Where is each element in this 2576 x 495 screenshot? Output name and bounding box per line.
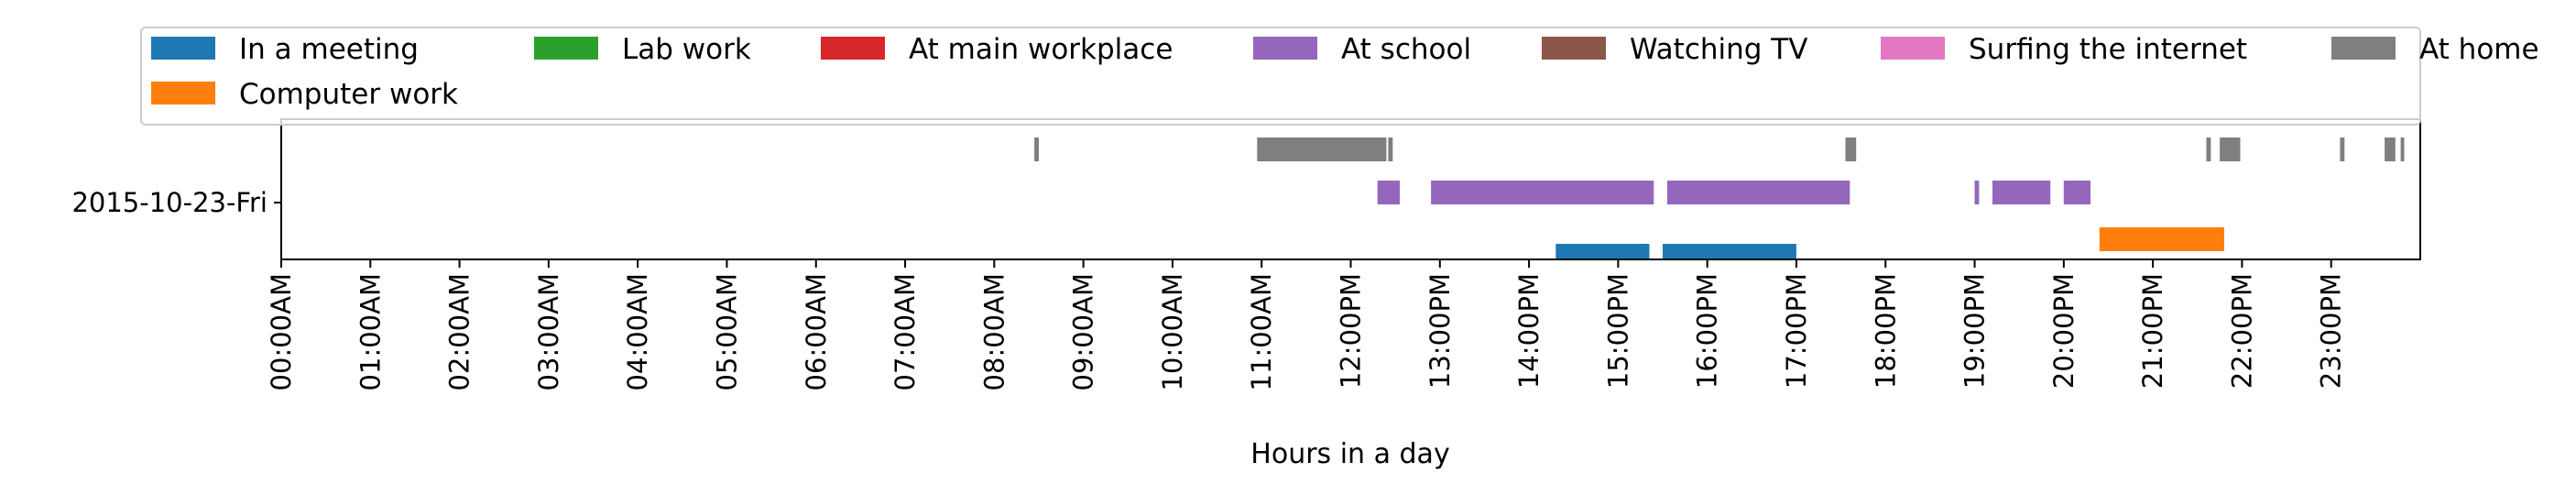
- x-tick-label: 07:00AM: [890, 273, 921, 390]
- activity-bar: [2206, 138, 2211, 161]
- activity-bar: [2340, 138, 2345, 161]
- activity-bar: [2220, 138, 2241, 161]
- activity-bar: [1845, 138, 1857, 161]
- activity-bar: [1974, 181, 1980, 204]
- activity-bar: [1992, 181, 2051, 204]
- activity-bar: [1034, 138, 1039, 161]
- activity-bar: [1431, 181, 1654, 204]
- activity-bar: [2385, 138, 2396, 161]
- legend-label: Computer work: [239, 78, 458, 111]
- activity-bars: [1034, 138, 2405, 259]
- legend-label: At home: [2419, 33, 2539, 66]
- x-tick-label: 01:00AM: [355, 273, 386, 390]
- x-tick-label: 14:00PM: [1513, 273, 1545, 389]
- legend-swatch: [1542, 37, 1606, 60]
- legend-frame: [140, 27, 2421, 126]
- x-tick-label: 08:00AM: [978, 273, 1010, 390]
- legend-label: Lab work: [622, 33, 751, 66]
- legend: In a meeting Computer work Lab work At main…: [140, 27, 2539, 126]
- legend-swatch: [2331, 37, 2396, 60]
- activity-bar: [1666, 181, 1850, 204]
- x-tick-label: 22:00PM: [2226, 273, 2257, 389]
- x-tick-label: 06:00AM: [801, 273, 832, 390]
- legend-swatch: [151, 82, 215, 104]
- legend-label: Surfing the internet: [1969, 33, 2247, 66]
- x-tick-label: 02:00AM: [444, 273, 475, 390]
- activity-bar: [1257, 138, 1387, 161]
- x-tick-label: 04:00AM: [622, 273, 653, 390]
- legend-swatch: [534, 37, 598, 60]
- x-tick-label: 15:00PM: [1602, 273, 1633, 389]
- x-tick-label: 05:00AM: [711, 273, 742, 390]
- legend-label: Watching TV: [1630, 33, 1807, 66]
- legend-swatch: [1881, 37, 1945, 60]
- activity-bar: [1555, 244, 1650, 259]
- activity-bar: [1663, 244, 1796, 259]
- legend-swatch: [1253, 37, 1317, 60]
- x-tick-label: 21:00PM: [2137, 273, 2168, 389]
- legend-label: In a meeting: [239, 33, 419, 66]
- x-tick-label: 03:00AM: [533, 273, 564, 390]
- x-tick-label: 18:00PM: [1870, 273, 1901, 389]
- x-tick-label: 00:00AM: [266, 273, 297, 390]
- x-tick-label: 19:00PM: [1959, 273, 1991, 389]
- x-tick-label: 23:00PM: [2316, 273, 2347, 389]
- activity-bar: [2099, 227, 2224, 251]
- legend-label: At main workplace: [909, 33, 1173, 66]
- x-tick-label: 12:00PM: [1336, 273, 1367, 389]
- activity-bar: [1377, 181, 1400, 204]
- x-tick-label: 13:00PM: [1424, 273, 1456, 389]
- legend-label: At school: [1341, 33, 1471, 66]
- activity-bar: [1388, 138, 1393, 161]
- legend-swatch: [821, 37, 885, 60]
- x-tick-label: 20:00PM: [2048, 273, 2079, 389]
- x-tick-label: 17:00PM: [1781, 273, 1812, 389]
- activity-bar: [2400, 138, 2405, 161]
- x-tick-label: 09:00AM: [1068, 273, 1099, 390]
- x-tick-label: 16:00PM: [1692, 273, 1723, 389]
- activity-bar: [2063, 181, 2090, 204]
- x-tick-label: 10:00AM: [1157, 273, 1188, 390]
- legend-swatch: [151, 37, 215, 60]
- x-tick-label: 11:00AM: [1246, 273, 1277, 390]
- x-axis-ticks: 00:00AM 01:00AM 02:00AM 03:00AM 04:00AM 05:00…: [266, 259, 2347, 390]
- y-tick-label: 2015-10-23-Fri: [71, 187, 267, 218]
- x-axis-title: Hours in a day: [1250, 438, 1449, 470]
